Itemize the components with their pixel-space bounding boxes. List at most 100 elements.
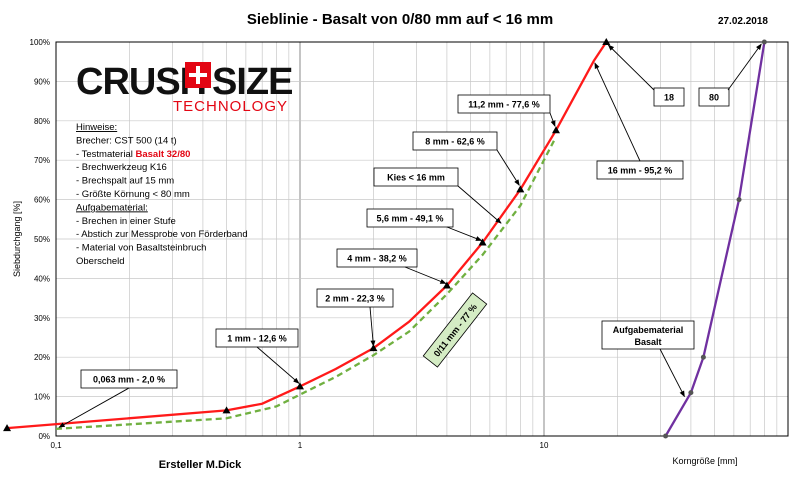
annotation-16mm: 16 mm - 95,2 % xyxy=(596,160,684,180)
annotation-4mm-box xyxy=(336,248,418,268)
arrow-kies xyxy=(457,185,502,224)
purple-data-point xyxy=(761,39,767,45)
annotation-011mm: 0/11 mm - 77 % xyxy=(422,292,488,368)
annotation-80-box xyxy=(698,87,730,107)
arrow-56mm xyxy=(446,226,483,241)
annotation-16mm-text: 16 mm - 95,2 % xyxy=(608,166,673,176)
annotation-kies: Kies < 16 mm xyxy=(373,167,459,187)
y-tick-label: 30% xyxy=(34,314,50,323)
notes-line: Brecher: CST 500 (14 t) xyxy=(76,135,177,146)
red-data-point xyxy=(478,238,487,246)
annotation-112mm-box xyxy=(457,94,551,114)
y-tick-label: 50% xyxy=(34,235,50,244)
y-tick-label: 90% xyxy=(34,77,50,86)
y-tick-label: 10% xyxy=(34,393,50,402)
x-tick-label: 0,1 xyxy=(50,441,62,450)
logo-text-size: SIZE xyxy=(212,61,292,103)
annotation-kies-box xyxy=(373,167,459,187)
annotation-0063mm: 0,063 mm - 2,0 % xyxy=(80,369,178,389)
purple-data-point xyxy=(736,197,742,203)
notes-line: - Brechen in einer Stufe xyxy=(76,216,176,227)
y-tick-label: 40% xyxy=(34,274,50,283)
author-label: Ersteller M.Dick xyxy=(159,459,242,471)
y-tick-label: 70% xyxy=(34,156,50,165)
annotation-011mm-text: 0/11 mm - 77 % xyxy=(432,302,479,359)
annotation-56mm-text: 5,6 mm - 49,1 % xyxy=(376,214,443,224)
x-tick-label: 1 xyxy=(298,441,303,450)
annotation-112mm: 11,2 mm - 77,6 % xyxy=(457,94,551,114)
arrow-16mm xyxy=(594,62,641,162)
plot-frame xyxy=(55,41,789,437)
annotation-aufgabematerial-text: Aufgabematerial xyxy=(613,325,684,335)
arrow-0063mm xyxy=(58,387,130,428)
notes-line: - Brechspalt auf 15 mm xyxy=(76,176,174,187)
annotation-4mm: 4 mm - 38,2 % xyxy=(336,248,418,268)
annotation-56mm: 5,6 mm - 49,1 % xyxy=(366,208,454,228)
logo-plus-h xyxy=(189,73,207,77)
purple-data-point xyxy=(688,390,694,396)
notes-line: - Material von Basaltsteinbruch xyxy=(76,243,206,254)
logo-subtitle: TECHNOLOGY xyxy=(173,98,288,115)
arrow-aufgabematerial xyxy=(659,348,685,398)
green-dashed-curve xyxy=(55,139,556,431)
arrow-4mm xyxy=(404,266,447,284)
y-tick-label: 60% xyxy=(34,196,50,205)
notes-line: Oberscheld xyxy=(76,256,125,267)
annotation-1mm: 1 mm - 12,6 % xyxy=(215,328,299,348)
annotation-2mm-box xyxy=(316,288,394,308)
arrow-18 xyxy=(607,44,655,91)
notes-prefix: - Testmaterial xyxy=(76,149,135,160)
arrow-2mm xyxy=(369,306,376,347)
chart-title: Sieblinie - Basalt von 0/80 mm auf < 16 … xyxy=(247,11,553,28)
annotation-8mm: 8 mm - 62,6 % xyxy=(412,131,498,151)
red-data-point xyxy=(552,126,561,134)
annotation-18-text: 18 xyxy=(664,93,674,103)
notes-line: - Abstich zur Messprobe von Förderband xyxy=(76,229,248,240)
annotation-0063mm-text: 0,063 mm - 2,0 % xyxy=(93,375,165,385)
red-data-point xyxy=(602,38,611,45)
notes-line: - Testmaterial Basalt 32/80 xyxy=(76,149,190,160)
annotation-112mm-text: 11,2 mm - 77,6 % xyxy=(468,100,540,110)
notes-block: Hinweise: Brecher: CST 500 (14 t) - Testma… xyxy=(76,122,248,267)
annotation-1mm-text: 1 mm - 12,6 % xyxy=(227,334,287,344)
x-tick-label: 10 xyxy=(540,441,549,450)
annotation-80-text: 80 xyxy=(709,93,719,103)
annotation-18: 18 xyxy=(653,87,685,107)
red-data-point xyxy=(3,424,12,432)
y-tick-label: 0% xyxy=(38,432,50,441)
red-data-point xyxy=(222,406,231,414)
arrow-8mm xyxy=(496,149,520,186)
annotation-kies-text: Kies < 16 mm xyxy=(387,173,445,183)
y-tick-labels: 0% 10% 20% 30% 40% 50% 60% 70% 80% 90% 100% xyxy=(30,38,50,441)
notes-highlight: Basalt 32/80 xyxy=(135,149,190,160)
arrow-112mm xyxy=(549,112,556,127)
chart-date: 27.02.2018 xyxy=(718,16,768,27)
annotation-56mm-box xyxy=(366,208,454,228)
x-axis-label: Korngröße [mm] xyxy=(672,456,737,466)
annotation-2mm: 2 mm - 22,3 % xyxy=(316,288,394,308)
red-data-point xyxy=(369,344,378,352)
annotation-2mm-text: 2 mm - 22,3 % xyxy=(325,294,385,304)
notes-line: Aufgabematerial: xyxy=(76,202,148,213)
notes-line: - Größte Körnung < 80 mm xyxy=(76,189,190,200)
crushsize-logo: CRUSH SIZE TECHNOLOGY xyxy=(76,61,293,115)
notes-line: Hinweise: xyxy=(76,122,117,133)
red-data-point xyxy=(442,281,451,289)
series-layer xyxy=(3,38,767,439)
y-tick-label: 20% xyxy=(34,353,50,362)
annotation-8mm-box xyxy=(412,131,498,151)
y-axis-label: Siebdurchgang [%] xyxy=(12,201,22,277)
red-data-point xyxy=(516,185,525,193)
annotation-011mm-box xyxy=(422,292,488,368)
annotation-18-box xyxy=(653,87,685,107)
arrow-1mm xyxy=(256,346,300,384)
purple-data-point xyxy=(663,433,669,439)
annotation-8mm-text: 8 mm - 62,6 % xyxy=(425,137,485,147)
notes-line: - Brechwerkzeug K16 xyxy=(76,162,167,173)
arrow-80 xyxy=(727,43,762,91)
annotation-aufgabematerial-box xyxy=(601,320,695,350)
y-tick-label: 100% xyxy=(30,38,50,47)
annotation-basalt-text: Basalt xyxy=(634,337,661,347)
annotation-80: 80 xyxy=(698,87,730,107)
